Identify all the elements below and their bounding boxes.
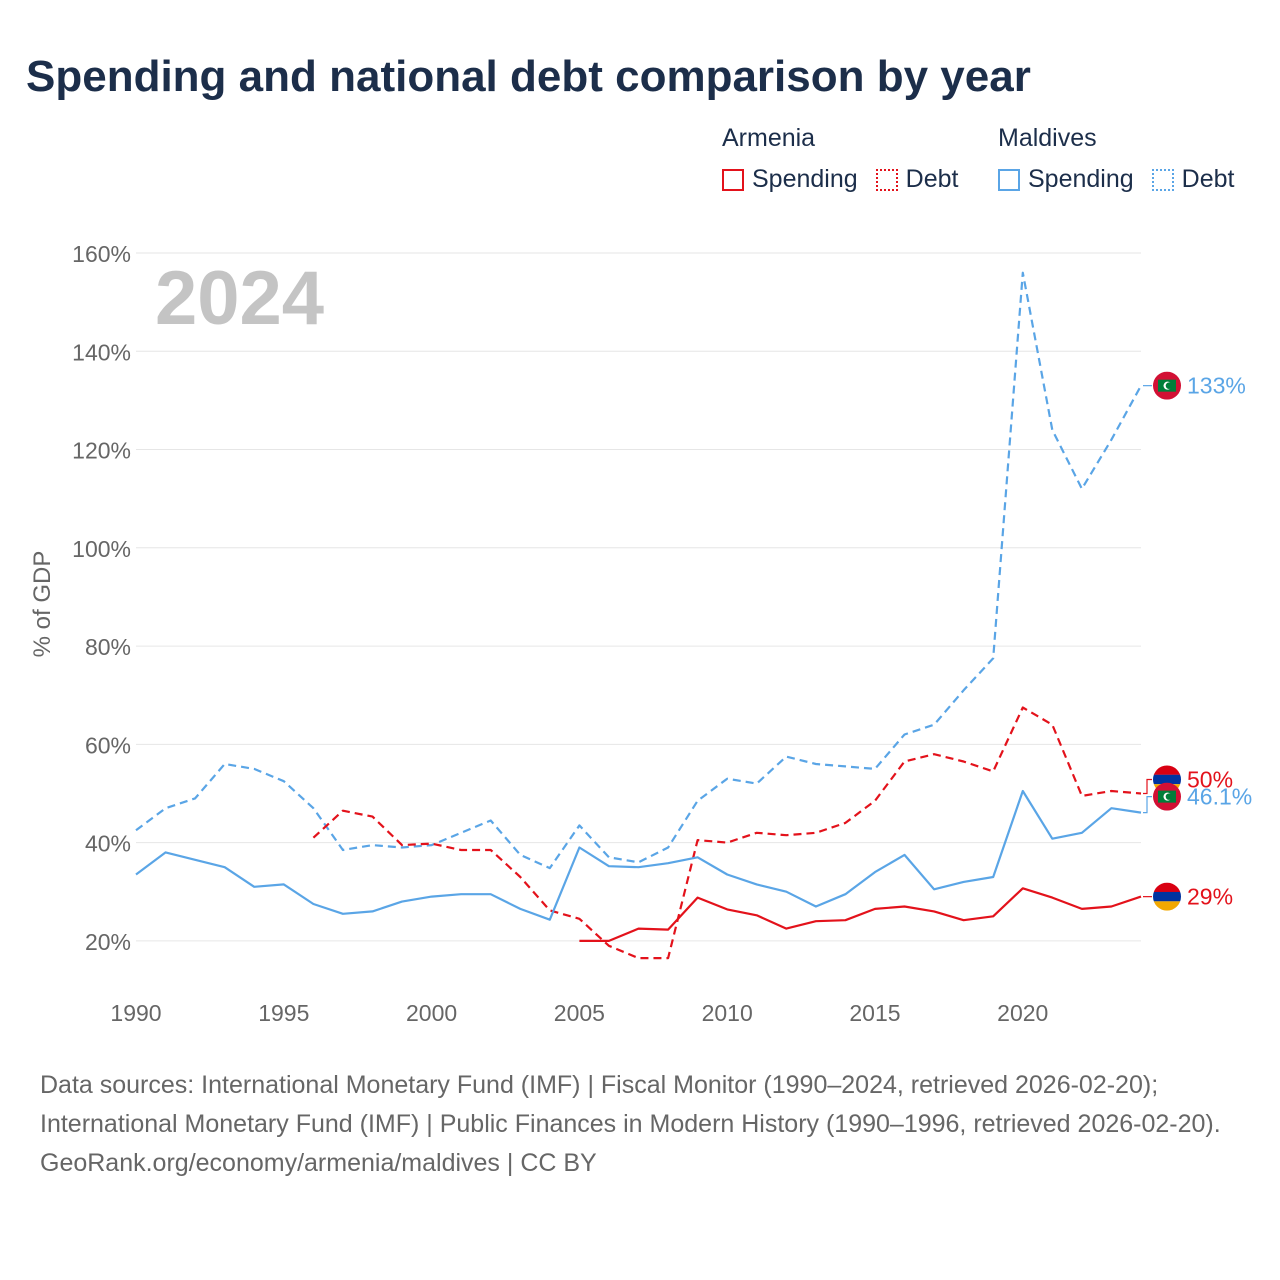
gridlines	[136, 252, 1141, 942]
legend-label-maldives-debt: Debt	[1181, 165, 1235, 193]
legend-label-maldives-spending: Spending	[1028, 165, 1134, 193]
y-tick-label-160: 160%	[72, 241, 131, 267]
series-armenia-debt	[312, 706, 1142, 960]
legend-label-armenia-debt: Debt	[905, 165, 959, 193]
flag-armenia-icon	[1153, 882, 1181, 911]
leader-armenia-debt	[1143, 778, 1152, 795]
flag-crescent-cut	[1165, 382, 1173, 389]
y-tick-label-100: 100%	[72, 536, 131, 562]
legend-country-maldives: Maldives	[998, 124, 1097, 152]
legend-country-armenia: Armenia	[722, 124, 816, 152]
legend-swatch-armenia-debt	[875, 168, 898, 191]
y-axis-ticks: 20% 40% 60% 80% 100% 120% 140% 160%	[72, 241, 131, 955]
legend-item-maldives-spending[interactable]: Spending	[998, 165, 1134, 194]
series-armenia-spending	[579, 887, 1142, 942]
series-lines	[135, 271, 1142, 960]
legend-swatch-maldives-spending	[998, 168, 1020, 191]
credit-line: GeoRank.org/economy/armenia/maldives | C…	[40, 1149, 597, 1177]
series-maldives-debt	[135, 271, 1142, 870]
x-tick-label-2015: 2015	[849, 1000, 900, 1026]
x-tick-label-2005: 2005	[554, 1000, 605, 1026]
flag-stripe-blue	[1153, 891, 1181, 902]
leader-maldives-spending	[1143, 796, 1152, 814]
y-tick-label-120: 120%	[72, 438, 131, 464]
x-tick-label-2020: 2020	[997, 1000, 1048, 1026]
y-tick-label-80: 80%	[85, 634, 131, 660]
y-tick-label-60: 60%	[85, 732, 131, 758]
legend-swatch-armenia-spending	[722, 168, 744, 191]
flag-stripe-red	[1153, 765, 1181, 775]
x-tick-label-1990: 1990	[110, 1000, 161, 1026]
end-label-maldives-debt: 133%	[1187, 373, 1246, 399]
y-axis-label: % of GDP	[29, 551, 56, 658]
flag-maldives-icon	[1153, 782, 1181, 811]
flag-stripe-orange	[1153, 901, 1181, 911]
legend-item-maldives-debt[interactable]: Debt	[1151, 165, 1235, 194]
x-axis-ticks: 1990 1995 2000 2005 2010 2015 2020	[110, 1000, 1048, 1026]
series-maldives-spending	[135, 789, 1142, 921]
x-tick-label-2010: 2010	[702, 1000, 753, 1026]
end-label-armenia-spending: 29%	[1187, 884, 1233, 910]
end-label-armenia-debt: 50%	[1187, 766, 1233, 792]
flag-maldives-icon	[1153, 371, 1181, 400]
legend-item-armenia-debt[interactable]: Debt	[875, 165, 959, 194]
x-tick-label-1995: 1995	[258, 1000, 309, 1026]
year-watermark: 2024	[155, 256, 324, 341]
x-tick-label-2000: 2000	[406, 1000, 457, 1026]
legend-armenia: Armenia Spending Debt	[722, 124, 976, 194]
legend-label-armenia-spending: Spending	[752, 165, 858, 193]
chart-plot: 2024 20%40%60%80%100%120%140%160% 1990 19…	[29, 241, 1252, 1026]
flag-stripe-red	[1153, 882, 1181, 893]
flag-crescent-cut	[1165, 793, 1173, 800]
legend-swatch-maldives-debt	[1151, 168, 1174, 191]
y-tick-label-40: 40%	[85, 831, 131, 857]
footer: Data sources: International Monetary Fun…	[40, 1066, 1240, 1183]
y-tick-label-140: 140%	[72, 339, 131, 365]
legend-maldives: Maldives Spending Debt	[998, 124, 1234, 194]
end-labels: 133% 50%46.1% 29%	[1143, 371, 1252, 911]
flag-stripe-blue	[1153, 774, 1181, 785]
chart-title: Spending and national debt comparison by…	[26, 52, 1031, 101]
data-sources: Data sources: International Monetary Fun…	[40, 1071, 1221, 1138]
legend-item-armenia-spending[interactable]: Spending	[722, 165, 858, 194]
y-tick-label-20: 20%	[85, 929, 131, 955]
end-label-maldives-spending: 46.1%	[1187, 784, 1252, 810]
